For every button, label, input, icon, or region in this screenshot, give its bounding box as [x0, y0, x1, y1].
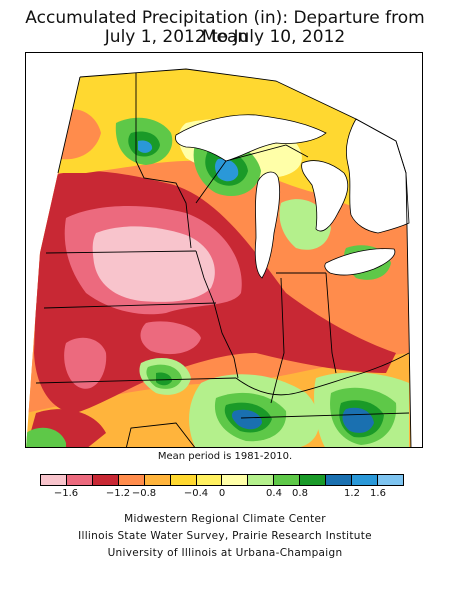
pink-dry-east: [140, 321, 201, 355]
legend-tick-label: 1.6: [370, 488, 386, 499]
legend-swatch: [274, 475, 301, 485]
canada-land: [346, 118, 410, 234]
wet-strong-north-mn: [138, 140, 153, 153]
great-lakes: [175, 114, 410, 279]
domain-outline: [79, 68, 412, 447]
legend-swatch: [352, 475, 378, 485]
legend-swatch: [144, 475, 171, 485]
pink-dry-south: [64, 337, 107, 389]
lake-erie: [324, 248, 396, 276]
wet-strong-mo: [156, 372, 172, 386]
legend-tick-label: −1.2: [105, 488, 131, 499]
state-boundaries: [35, 73, 410, 447]
legend-swatch: [248, 475, 275, 485]
credit-uiuc: University of Illinois at Urbana-Champai…: [107, 547, 343, 559]
map-title-line-1: Accumulated Precipitation (in): Departur…: [25, 8, 425, 47]
legend-swatch: [41, 475, 67, 485]
border-mo-south: [35, 377, 237, 384]
legend-swatch: [222, 475, 249, 485]
border-wi-mi: [195, 160, 227, 204]
legend-tick-label: −0.4: [183, 488, 209, 499]
border-in-oh: [325, 272, 337, 374]
border-il-in: [270, 277, 285, 404]
lake-michigan: [254, 171, 281, 279]
legend-tick-label: −1.6: [53, 488, 79, 499]
lake-huron: [301, 160, 349, 232]
legend-swatch: [326, 475, 353, 485]
precipitation-map: [25, 52, 423, 448]
credit-isws: Illinois State Water Survey, Prairie Res…: [78, 530, 372, 542]
legend-tick-label: 0: [218, 488, 226, 499]
legend-swatch: [170, 475, 197, 485]
border-il-west: [195, 250, 239, 379]
border-mi-upper: [225, 144, 309, 162]
legend-swatch: [66, 475, 93, 485]
color-legend: −1.6 −1.2 −0.8 −0.4 0 0.4 0.8 1.2 1.6: [40, 470, 412, 510]
wet-green-west: [26, 427, 66, 447]
legend-tick-label: 0.4: [266, 488, 282, 499]
lake-superior: [175, 114, 327, 162]
legend-tick-label: 0.8: [292, 488, 308, 499]
wet-strong-upper-wi: [215, 158, 239, 182]
legend-swatch: [300, 475, 327, 485]
legend-swatch: [92, 475, 119, 485]
legend-tick-label: 1.2: [344, 488, 360, 499]
legend-swatch: [377, 475, 403, 485]
wet-high-south-il: [231, 409, 262, 430]
map-title-line-2: July 1, 2012 to July 10, 2012: [104, 27, 346, 47]
legend-color-bar: [40, 474, 404, 486]
border-ky-tn: [240, 412, 410, 419]
border-ia-mn-west: [57, 76, 81, 174]
mean-period-note: Mean period is 1981-2010.: [157, 451, 293, 462]
legend-swatch: [196, 475, 223, 485]
border-oh-river: [235, 352, 410, 396]
extreme-dry-core: [92, 226, 215, 302]
legend-swatch: [118, 475, 145, 485]
border-ia-south: [43, 302, 217, 309]
legend-tick-label: −0.8: [131, 488, 157, 499]
credit-mrcc: Midwestern Regional Climate Center: [124, 513, 326, 525]
border-mn-wi: [135, 73, 192, 249]
border-mo-ar: [126, 422, 196, 447]
border-ia-north: [45, 250, 197, 254]
